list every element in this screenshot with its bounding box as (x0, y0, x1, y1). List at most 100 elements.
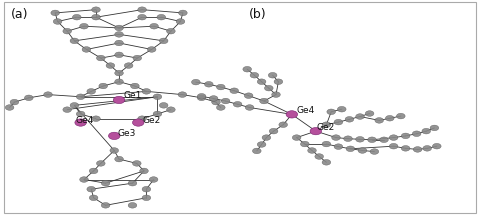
Ellipse shape (76, 111, 85, 117)
Ellipse shape (92, 7, 100, 12)
Ellipse shape (401, 146, 410, 151)
Ellipse shape (413, 147, 422, 152)
Ellipse shape (334, 144, 343, 149)
Ellipse shape (315, 154, 324, 159)
Ellipse shape (149, 177, 158, 182)
Ellipse shape (87, 89, 96, 94)
Text: (b): (b) (249, 8, 266, 20)
Ellipse shape (53, 19, 62, 24)
Ellipse shape (132, 119, 144, 126)
Ellipse shape (5, 105, 14, 110)
Ellipse shape (142, 186, 151, 192)
Ellipse shape (138, 14, 146, 20)
Ellipse shape (286, 111, 298, 118)
Ellipse shape (101, 180, 110, 186)
Ellipse shape (159, 38, 168, 44)
Ellipse shape (75, 119, 86, 126)
Ellipse shape (279, 122, 288, 127)
Ellipse shape (115, 32, 123, 37)
Ellipse shape (389, 143, 398, 149)
Ellipse shape (375, 118, 384, 123)
Ellipse shape (268, 72, 277, 78)
Ellipse shape (142, 195, 151, 201)
Ellipse shape (272, 92, 280, 97)
Ellipse shape (216, 105, 225, 110)
Ellipse shape (138, 7, 146, 12)
Ellipse shape (115, 156, 123, 162)
Ellipse shape (82, 47, 91, 52)
Ellipse shape (300, 141, 309, 147)
Ellipse shape (401, 133, 410, 139)
Ellipse shape (24, 95, 33, 101)
Ellipse shape (322, 122, 331, 127)
Ellipse shape (99, 83, 108, 89)
Text: Ge4: Ge4 (76, 116, 94, 125)
Ellipse shape (230, 88, 239, 94)
Ellipse shape (51, 10, 60, 16)
Ellipse shape (252, 148, 261, 154)
Ellipse shape (322, 160, 331, 165)
Ellipse shape (113, 96, 125, 104)
Ellipse shape (108, 132, 120, 140)
Ellipse shape (356, 114, 364, 119)
Ellipse shape (76, 94, 85, 100)
Ellipse shape (380, 137, 388, 143)
Ellipse shape (368, 137, 376, 143)
Ellipse shape (150, 23, 158, 29)
Ellipse shape (138, 116, 146, 121)
Ellipse shape (131, 83, 139, 89)
Ellipse shape (147, 47, 156, 52)
Ellipse shape (142, 89, 151, 94)
Ellipse shape (10, 99, 19, 105)
Ellipse shape (176, 19, 185, 24)
Ellipse shape (389, 135, 398, 140)
Ellipse shape (44, 92, 52, 97)
Text: Ge4: Ge4 (297, 106, 315, 115)
Ellipse shape (288, 112, 296, 117)
Ellipse shape (153, 111, 162, 117)
Ellipse shape (334, 119, 343, 125)
Ellipse shape (96, 55, 105, 61)
Ellipse shape (167, 28, 175, 34)
Ellipse shape (204, 81, 213, 87)
Ellipse shape (262, 135, 271, 140)
Ellipse shape (92, 14, 100, 20)
Text: Ge1: Ge1 (124, 91, 142, 100)
Ellipse shape (332, 135, 340, 140)
Ellipse shape (153, 94, 162, 100)
Ellipse shape (327, 109, 336, 115)
Text: Ge2: Ge2 (317, 123, 335, 132)
Ellipse shape (365, 111, 374, 116)
Ellipse shape (312, 128, 320, 134)
Ellipse shape (70, 38, 79, 44)
Ellipse shape (124, 63, 133, 68)
Ellipse shape (422, 128, 431, 134)
Ellipse shape (115, 25, 123, 31)
Ellipse shape (423, 146, 432, 151)
Ellipse shape (70, 103, 79, 108)
Ellipse shape (260, 98, 268, 104)
Ellipse shape (244, 93, 253, 98)
Ellipse shape (159, 103, 168, 108)
Ellipse shape (80, 177, 88, 182)
Ellipse shape (346, 146, 355, 152)
Ellipse shape (192, 79, 200, 85)
Ellipse shape (128, 180, 137, 186)
Ellipse shape (178, 92, 187, 97)
Ellipse shape (96, 161, 105, 166)
Text: Ge3: Ge3 (118, 129, 136, 138)
Ellipse shape (432, 143, 441, 149)
Ellipse shape (133, 55, 142, 61)
Ellipse shape (430, 125, 439, 131)
Text: Ge2: Ge2 (142, 116, 160, 125)
Ellipse shape (308, 148, 316, 153)
Ellipse shape (115, 52, 123, 58)
Ellipse shape (322, 141, 331, 147)
Ellipse shape (310, 127, 322, 135)
Ellipse shape (140, 168, 148, 174)
Ellipse shape (250, 72, 259, 78)
Ellipse shape (72, 14, 81, 20)
Ellipse shape (385, 115, 394, 121)
Ellipse shape (245, 105, 254, 110)
Ellipse shape (412, 131, 421, 137)
